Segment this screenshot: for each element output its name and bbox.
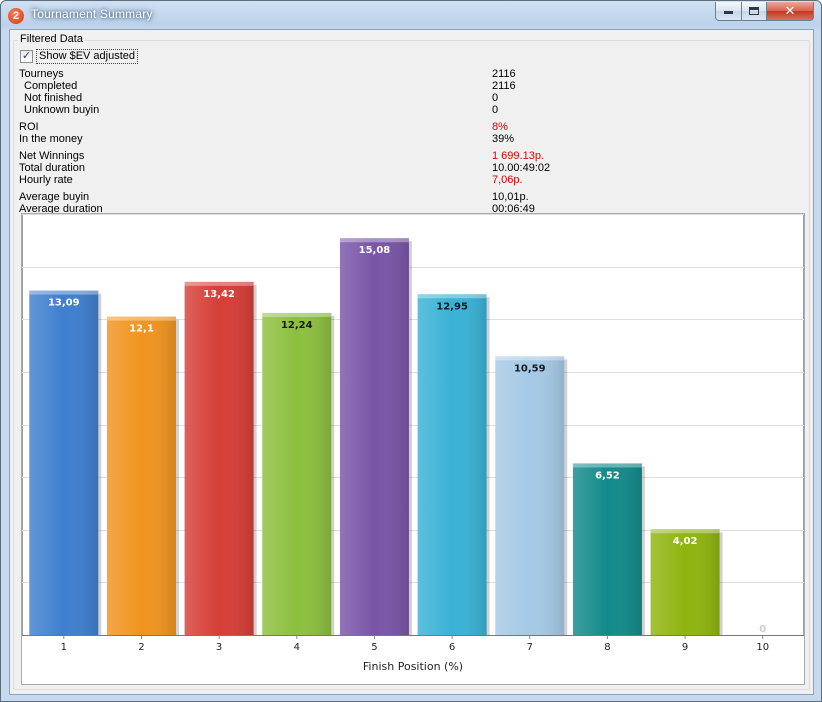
minimize-icon xyxy=(724,11,733,14)
stat-label-not-finished: Not finished xyxy=(24,92,83,104)
stat-value-unknown-buyin: 0 xyxy=(492,104,499,116)
x-tick-label: 1 xyxy=(61,642,67,653)
chart-canvas: 13,09 1 12,1 2 13,42 3 12,24 4 15,08 5 12,95 6 10,59… xyxy=(22,214,804,673)
x-axis-title: Finish Position (%) xyxy=(363,660,463,673)
group-label: Filtered Data xyxy=(18,33,85,45)
x-tick-label: 2 xyxy=(138,642,144,653)
bar-highlight xyxy=(262,312,332,635)
bar-data-label: 6,52 xyxy=(595,470,620,481)
stat-value-average-duration: 00:06:49 xyxy=(492,203,535,215)
checkmark-icon: ✓ xyxy=(21,50,32,62)
stat-value-tourneys: 2116 xyxy=(492,68,516,80)
bar-data-label: 12,1 xyxy=(129,324,154,335)
stat-label-completed: Completed xyxy=(24,80,78,92)
x-tick-label: 5 xyxy=(371,642,377,653)
stat-value-average-buyin: 10,01р. xyxy=(492,191,529,203)
stat-value-net-winnings: 1 699.13р. xyxy=(492,150,544,162)
close-button[interactable]: ✕ xyxy=(766,2,814,21)
bar-data-label: 12,95 xyxy=(436,301,468,312)
stat-label-hourly-rate: Hourly rate xyxy=(19,174,73,186)
x-tick-label: 6 xyxy=(449,642,455,653)
stat-value-not-finished: 0 xyxy=(492,92,499,104)
stat-label-net-winnings: Net Winnings xyxy=(19,150,85,162)
maximize-button[interactable] xyxy=(741,2,767,21)
stat-label-average-buyin: Average buyin xyxy=(19,191,90,203)
title-bar[interactable]: 2 Tournament Summary ✕ xyxy=(1,1,821,29)
maximize-icon xyxy=(749,7,759,15)
stat-value-itm: 39% xyxy=(492,133,515,145)
x-tick-label: 9 xyxy=(682,642,688,653)
bar-highlight xyxy=(572,463,642,635)
bar-cap xyxy=(29,290,99,295)
stat-label-unknown-buyin: Unknown buyin xyxy=(24,104,100,116)
bar-highlight xyxy=(650,529,720,635)
sev-adjusted-label[interactable]: Show $EV adjusted xyxy=(36,49,139,64)
x-tick-label: 3 xyxy=(216,642,222,653)
stat-label-tourneys: Tourneys xyxy=(19,68,64,80)
stat-label-itm: In the money xyxy=(19,133,83,145)
x-tick-label: 10 xyxy=(756,642,769,653)
bar-data-label: 0 xyxy=(759,624,766,635)
bar-cap xyxy=(572,463,642,468)
close-icon: ✕ xyxy=(784,3,796,18)
app-logo-icon: 2 xyxy=(8,8,24,24)
bar-highlight xyxy=(417,294,487,635)
stat-value-total-duration: 10.00:49:02 xyxy=(492,162,551,174)
finish-position-chart: 13,09 1 12,1 2 13,42 3 12,24 4 15,08 5 12,95 6 10,59… xyxy=(21,213,805,685)
stat-value-completed: 2116 xyxy=(492,80,516,92)
window-title: Tournament Summary xyxy=(31,7,153,21)
x-tick-label: 8 xyxy=(604,642,610,653)
bar-highlight xyxy=(106,316,176,635)
x-tick-label: 4 xyxy=(294,642,300,653)
x-tick-label: 7 xyxy=(527,642,533,653)
bar-cap xyxy=(184,281,254,286)
bar-highlight xyxy=(495,356,565,635)
bar-data-label: 13,42 xyxy=(203,289,235,300)
bar-data-label: 15,08 xyxy=(359,245,391,256)
bar-cap xyxy=(106,316,176,321)
stat-label-roi: ROI xyxy=(19,121,39,133)
minimize-button[interactable] xyxy=(715,2,742,21)
bar-data-label: 12,24 xyxy=(281,320,313,331)
bar-highlight xyxy=(184,281,254,635)
window-client-area: Filtered Data ✓ Show $EV adjusted Tourne… xyxy=(9,29,814,695)
bar-highlight xyxy=(339,238,409,635)
bar-highlight xyxy=(29,290,99,635)
filtered-data-group xyxy=(13,40,810,690)
bar-cap xyxy=(262,312,332,317)
bar-data-label: 10,59 xyxy=(514,363,546,374)
stat-label-average-duration: Average duration xyxy=(19,203,103,215)
bar-cap xyxy=(650,529,720,534)
stat-value-hourly-rate: 7,06р. xyxy=(492,174,523,186)
bar-cap xyxy=(495,356,565,361)
sev-adjusted-checkbox[interactable]: ✓ xyxy=(20,50,33,63)
bar-data-label: 4,02 xyxy=(673,536,698,547)
bar-cap xyxy=(417,294,487,299)
stat-value-roi: 8% xyxy=(492,121,508,133)
bar-data-label: 13,09 xyxy=(48,298,80,309)
stat-label-total-duration: Total duration xyxy=(19,162,86,174)
bar-cap xyxy=(339,238,409,243)
